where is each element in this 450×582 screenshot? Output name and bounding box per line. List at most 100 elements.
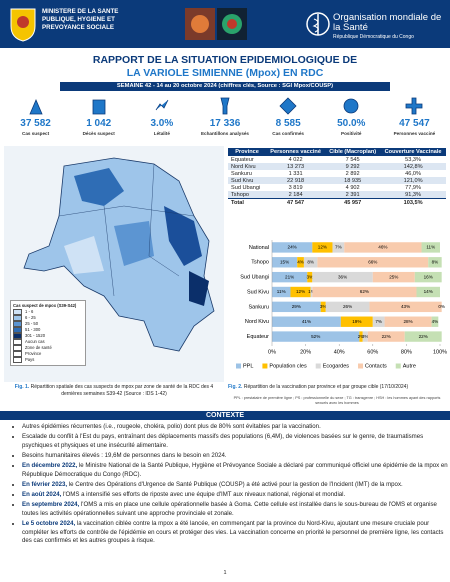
bar-segment xyxy=(369,301,442,313)
y-tick-label: Sud Kivu xyxy=(247,289,269,295)
figure-caption: Fig. 1. Répartition spatiale des cas sus… xyxy=(4,384,224,397)
table-cell: 53,3% xyxy=(405,156,422,163)
kpi: 50.0% Positivité xyxy=(320,96,383,142)
data-label: 22% xyxy=(419,334,428,339)
table-cell: 103,5% xyxy=(380,198,446,206)
who-emblem xyxy=(306,12,330,36)
kpi-value: 17 336 xyxy=(209,118,241,129)
legend-item: Aucun cas xyxy=(13,338,83,345)
kpi-icon xyxy=(279,97,297,115)
kpi-label: Echantillons analysés xyxy=(200,131,249,136)
data-label: 19% xyxy=(352,319,361,324)
bar-segment xyxy=(372,316,385,327)
bar-segment xyxy=(404,331,442,342)
legend-swatch xyxy=(358,363,364,369)
kpi-label: Cas suspect xyxy=(22,131,50,136)
data-label: 4% xyxy=(297,260,304,265)
legend-title: Cas suspect de mpox (S39-S42) xyxy=(13,303,77,308)
kpi-value: 8 585 xyxy=(275,118,301,129)
bar-segment xyxy=(320,301,326,313)
data-label: 15% xyxy=(280,260,289,265)
table-cell: 91,3% xyxy=(380,191,446,199)
data-label: 0% xyxy=(438,304,445,309)
table-row: Equateur 4 022 7 545 53,3% xyxy=(228,156,446,163)
data-label: 36% xyxy=(338,274,347,279)
table-row: Sud Kivu 22 918 18 935 121,0% xyxy=(228,177,446,184)
caption-text: Répartition spatiale des cas suspects de… xyxy=(30,384,214,397)
table-row: Sankuru 1 331 2 892 46,0% xyxy=(228,170,446,177)
context-text: le Ministre National de la Santé Publiqu… xyxy=(22,462,448,478)
legend-swatch xyxy=(13,344,22,351)
icon-shape xyxy=(155,99,169,111)
data-label: 8% xyxy=(307,260,314,265)
context-text: l'OMS a intensifié ses efforts de ripost… xyxy=(61,490,346,498)
data-label: 2% xyxy=(358,334,365,339)
x-tick-label: 60% xyxy=(367,349,378,355)
bar-segment xyxy=(416,286,440,298)
kpi-row: 37 582 Cas suspect 1 042 Décès suspect 3.0% L… xyxy=(4,96,446,142)
data-label: 21% xyxy=(285,274,294,279)
data-label: 8% xyxy=(432,260,439,265)
kpi-icon xyxy=(155,99,169,111)
legend-label: Province xyxy=(25,350,42,356)
kpi: 17 336 Echantillons analysés xyxy=(193,96,256,142)
table-cell: 121,0% xyxy=(380,177,446,184)
title-line: LA VARIOLE SIMIENNE (Mpox) EN RDC xyxy=(126,67,324,79)
legend-label: Population cles xyxy=(269,363,307,369)
table-row: Sud Ubangi 3 819 4 902 77,9% xyxy=(228,184,446,191)
context-item: Besoins humanitaires élevés : 19,6M de p… xyxy=(22,452,450,461)
bar-segment xyxy=(312,242,333,253)
table-cell: 18 935 xyxy=(325,177,381,184)
data-label: 22% xyxy=(382,334,391,339)
bar-segment xyxy=(332,242,345,253)
kpi-value: 37 582 xyxy=(20,118,51,129)
data-label: 41% xyxy=(302,319,311,324)
legend-item: 1 - 6 xyxy=(13,308,83,315)
ministry-name: MINISTERE DE LA SANTE PUBLIQUE, HYGIENE … xyxy=(42,8,119,32)
data-label: 46% xyxy=(378,245,387,250)
data-label: 7% xyxy=(335,245,342,250)
legend-label: Contacts xyxy=(365,363,387,369)
data-label: 28% xyxy=(403,319,412,324)
legend-swatch xyxy=(13,356,22,363)
legend-label: Autre xyxy=(403,363,416,369)
data-label: 29% xyxy=(292,304,301,309)
table-cell: 4 902 xyxy=(345,184,360,191)
header-band xyxy=(0,0,450,48)
header-cell: Couverture Vaccinale xyxy=(380,148,446,156)
table-cell: Tshopo xyxy=(228,191,267,199)
bar-segment xyxy=(272,271,308,283)
kpi-icon xyxy=(406,97,423,115)
bar-segment xyxy=(421,242,440,253)
table-cell: 9 292 xyxy=(325,163,381,170)
legend-item: 51 - 300 xyxy=(13,326,83,333)
context-lead: Le 5 octobre 2024, xyxy=(22,519,76,527)
legend-label: Zone de santé xyxy=(25,344,52,350)
chart: 0% 20% 40% 60% 80% 100% National 24% 12% 7% 46% 11%… xyxy=(236,240,447,369)
data-label: 11% xyxy=(426,245,435,250)
context-text: la vaccination ciblée contre la mpox a é… xyxy=(22,519,444,545)
x-tick-label: 40% xyxy=(334,349,345,355)
bar-segment xyxy=(367,331,405,342)
data-label: 12% xyxy=(318,245,327,250)
legend-item: 25 - 50 xyxy=(13,320,83,327)
data-label: 62% xyxy=(360,289,369,294)
data-label: 16% xyxy=(424,274,433,279)
kpi-value: 1 042 xyxy=(86,118,112,129)
legend-swatch xyxy=(13,326,22,333)
data-label: 43% xyxy=(401,304,410,309)
legend-swatch xyxy=(315,363,321,369)
title-line: RAPPORT DE LA SITUATION EPIDEMIOLOGIQUE … xyxy=(92,54,358,66)
data-label: 1% xyxy=(308,289,315,294)
context-text: l'OMS a mis en place une cellule opérati… xyxy=(22,501,437,517)
icon-shape xyxy=(92,99,106,115)
legend-swatch xyxy=(13,308,22,315)
bar-segment xyxy=(290,286,311,298)
kpi-label: Létalité xyxy=(153,131,170,136)
data-label: 14% xyxy=(424,289,433,294)
section-title: CONTEXTE xyxy=(0,411,450,420)
kpi-label: Cas confirmés xyxy=(272,131,304,136)
table-cell: 45 957 xyxy=(325,198,381,206)
bar-segment xyxy=(340,316,373,327)
